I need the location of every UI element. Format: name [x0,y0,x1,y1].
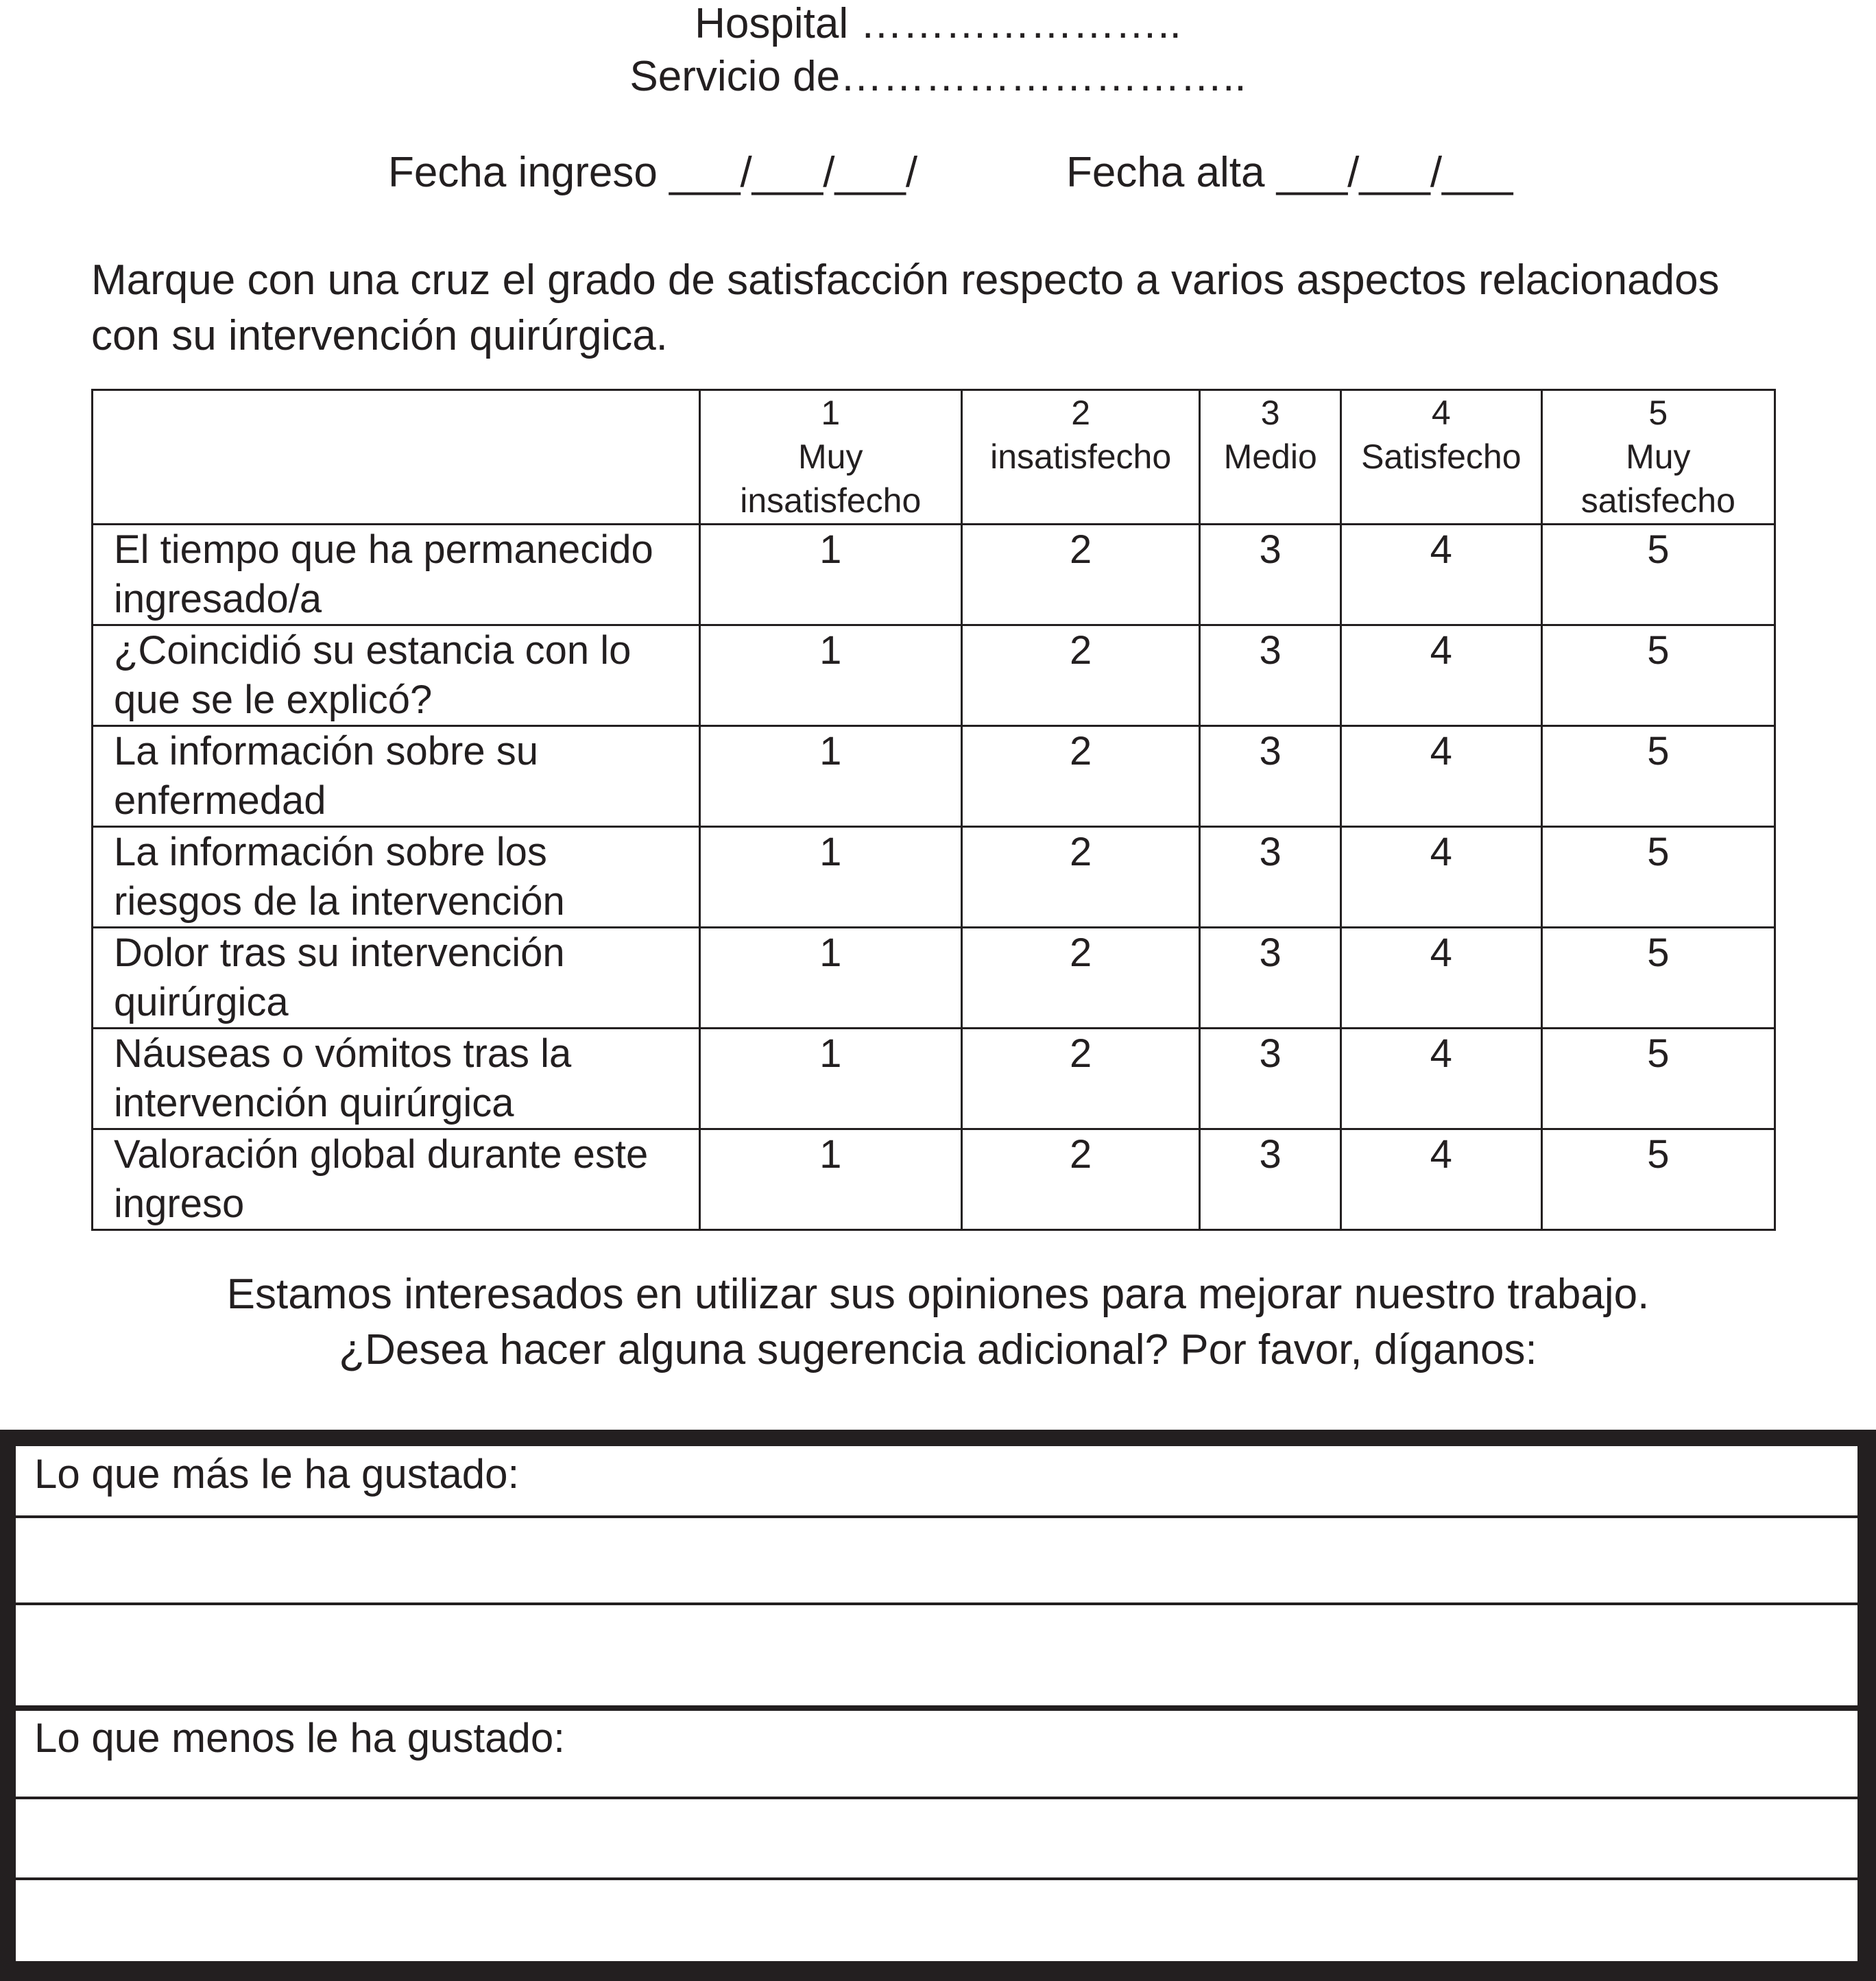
column-label: Medio [1223,437,1317,476]
table-row: La información sobre los riesgos de la i… [91,826,1777,928]
rating-option-2[interactable]: 2 [960,725,1201,828]
rating-option-1[interactable]: 1 [698,624,963,727]
table-row: Náuseas o vómitos tras la intervención q… [91,1027,1777,1130]
rating-option-3[interactable]: 3 [1199,1027,1342,1130]
rating-option-4[interactable]: 4 [1339,1128,1543,1231]
column-number: 4 [1431,394,1451,432]
servicio-field: Servicio de……………………….. [629,53,1247,100]
column-header: 5 Muy satisfecho [1540,389,1777,525]
least-liked-label: Lo que menos le ha gustado: [34,1715,565,1761]
column-number: 1 [821,394,841,432]
divider [14,1797,1860,1799]
rating-option-1[interactable]: 1 [698,523,963,626]
rating-option-3[interactable]: 3 [1199,826,1342,928]
rating-option-4[interactable]: 4 [1339,826,1543,928]
instructions-line-2: con su intervención quirúrgica. [91,312,668,359]
table-row: Valoración global durante este ingreso 1 2… [91,1128,1777,1231]
question-cell: Valoración global durante este ingreso [91,1128,701,1231]
column-number: 5 [1648,394,1668,432]
rating-option-5[interactable]: 5 [1540,1027,1777,1130]
question-cell: La información sobre su enfermedad [91,725,701,828]
header-empty-cell [91,389,701,525]
rating-option-4[interactable]: 4 [1339,624,1543,727]
most-liked-line-1[interactable] [21,1519,1855,1601]
instructions-line-1: Marque con una cruz el grado de satisfac… [91,256,1720,304]
question-cell: Dolor tras su intervención quirúrgica [91,926,701,1029]
suggestions-box [14,1444,1860,1963]
rating-option-1[interactable]: 1 [698,826,963,928]
rating-option-2[interactable]: 2 [960,826,1201,928]
question-cell: ¿Coincidió su estancia con lo que se le … [91,624,701,727]
rating-option-4[interactable]: 4 [1339,725,1543,828]
rating-option-5[interactable]: 5 [1540,826,1777,928]
column-label: insatisfecho [990,437,1172,476]
column-header: 4 Satisfecho [1339,389,1543,525]
rating-option-5[interactable]: 5 [1540,624,1777,727]
question-cell: El tiempo que ha permanecido ingresado/a [91,523,701,626]
rating-option-3[interactable]: 3 [1199,926,1342,1029]
rating-option-2[interactable]: 2 [960,523,1201,626]
rating-option-1[interactable]: 1 [698,1128,963,1231]
rating-option-2[interactable]: 2 [960,624,1201,727]
closing-line-1: Estamos interesados en utilizar sus opin… [226,1271,1650,1318]
divider [14,1877,1860,1880]
table-row: La información sobre su enfermedad 1 2 3 4 5 [91,725,1777,828]
rating-option-3[interactable]: 3 [1199,725,1342,828]
column-label: Muy satisfecho [1580,437,1735,520]
question-cell: Náuseas o vómitos tras la intervención q… [91,1027,701,1130]
fecha-ingreso-field: Fecha ingreso ___/___/___/ [388,149,918,196]
rating-option-3[interactable]: 3 [1199,624,1342,727]
rating-option-1[interactable]: 1 [698,725,963,828]
least-liked-line-1[interactable] [21,1800,1855,1875]
divider [14,1515,1860,1518]
most-liked-label: Lo que más le ha gustado: [34,1451,520,1497]
column-number: 2 [1071,394,1091,432]
rating-option-2[interactable]: 2 [960,926,1201,1029]
most-liked-line-2[interactable] [21,1606,1855,1703]
satisfaction-table: 1 Muy insatisfecho 2 insatisfecho 3 Medio 4… [91,389,1777,1231]
rating-option-5[interactable]: 5 [1540,725,1777,828]
section-divider [14,1705,1860,1711]
fecha-alta-field: Fecha alta ___/___/___ [1066,149,1513,196]
closing-line-2: ¿Desea hacer alguna sugerencia adicional… [339,1326,1537,1373]
rating-option-5[interactable]: 5 [1540,1128,1777,1231]
column-header: 1 Muy insatisfecho [698,389,963,525]
column-label: Muy insatisfecho [740,437,922,520]
rating-option-4[interactable]: 4 [1339,926,1543,1029]
rating-option-5[interactable]: 5 [1540,523,1777,626]
table-header-row: 1 Muy insatisfecho 2 insatisfecho 3 Medio 4… [91,389,1777,525]
table-row: ¿Coincidió su estancia con lo que se le … [91,624,1777,727]
hospital-field: Hospital ………………….. [695,0,1181,47]
rating-option-1[interactable]: 1 [698,926,963,1029]
column-label: Satisfecho [1361,437,1522,476]
rating-option-3[interactable]: 3 [1199,1128,1342,1231]
column-header: 3 Medio [1199,389,1342,525]
table-row: Dolor tras su intervención quirúrgica 1 2 3… [91,926,1777,1029]
column-number: 3 [1260,394,1280,432]
rating-option-4[interactable]: 4 [1339,523,1543,626]
rating-option-1[interactable]: 1 [698,1027,963,1130]
divider [14,1602,1860,1605]
rating-option-5[interactable]: 5 [1540,926,1777,1029]
column-header: 2 insatisfecho [960,389,1201,525]
rating-option-2[interactable]: 2 [960,1128,1201,1231]
rating-option-2[interactable]: 2 [960,1027,1201,1130]
table-row: El tiempo que ha permanecido ingresado/a… [91,523,1777,626]
least-liked-line-2[interactable] [21,1881,1855,1962]
question-cell: La información sobre los riesgos de la i… [91,826,701,928]
rating-option-4[interactable]: 4 [1339,1027,1543,1130]
rating-option-3[interactable]: 3 [1199,523,1342,626]
